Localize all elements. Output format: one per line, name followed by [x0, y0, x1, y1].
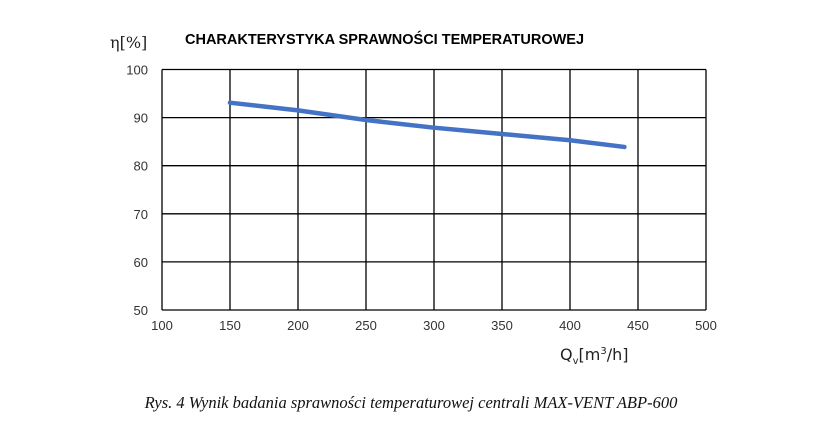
x-tick-label: 150: [219, 318, 241, 333]
x-tick-label: 100: [151, 318, 173, 333]
efficiency-line: [227, 100, 627, 150]
x-tick-label: 450: [627, 318, 649, 333]
y-tick-label: 90: [134, 111, 148, 126]
x-tick-label: 350: [491, 318, 513, 333]
y-tick-label: 70: [134, 207, 148, 222]
x-axis-label: Qv[m3/h]: [560, 345, 629, 367]
x-tick-label: 500: [695, 318, 717, 333]
y-axis-label: η[%]: [110, 33, 147, 52]
x-tick-label: 250: [355, 318, 377, 333]
chart-title: CHARAKTERYSTYKA SPRAWNOŚCI TEMPERATUROWE…: [185, 30, 584, 48]
figure-caption: Rys. 4 Wynik badania sprawności temperat…: [144, 393, 678, 412]
x-tick-label: 200: [287, 318, 309, 333]
x-tick-label: 300: [423, 318, 445, 333]
y-tick-label: 100: [126, 63, 148, 78]
y-tick-label: 60: [134, 255, 148, 270]
y-tick-label: 80: [134, 159, 148, 174]
x-tick-label: 400: [559, 318, 581, 333]
y-tick-label: 50: [134, 303, 148, 318]
